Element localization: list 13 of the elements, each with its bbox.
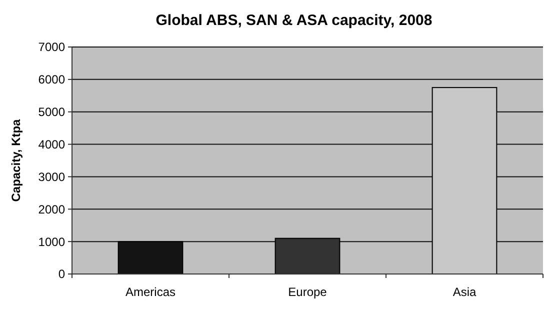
x-tick-label: Asia (452, 285, 476, 299)
x-tick-label: Americas (125, 285, 176, 299)
y-tick-label: 4000 (38, 137, 66, 152)
y-tick-label: 5000 (38, 105, 66, 120)
y-tick-label: 1000 (38, 234, 66, 249)
y-tick-label: 0 (58, 267, 66, 282)
y-tick-label: 2000 (38, 202, 66, 216)
y-tick-label: 3000 (38, 170, 66, 184)
y-tick-label: 6000 (38, 72, 66, 87)
y-axis-title: Capacity, Ktpa (9, 118, 23, 202)
y-tick-label: 7000 (38, 40, 66, 54)
x-tick-label: Europe (288, 285, 328, 299)
chart-title: Global ABS, SAN & ASA capacity, 2008 (156, 12, 432, 29)
